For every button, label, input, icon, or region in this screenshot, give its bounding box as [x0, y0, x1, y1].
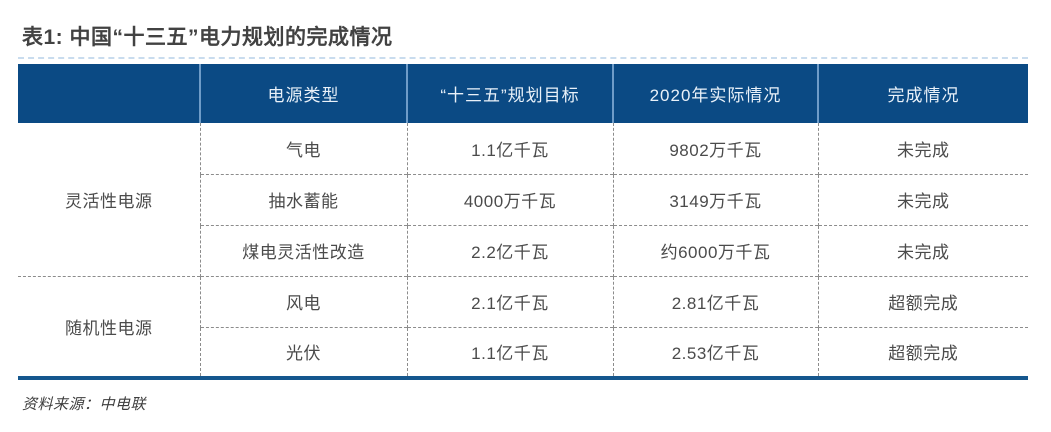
column-header-source-type: 电源类型 [199, 64, 407, 123]
table-title: 表1: 中国“十三五”电力规划的完成情况 [22, 26, 393, 49]
group-label-stochastic: 随机性电源 [18, 275, 200, 378]
cell-target: 1.1亿千瓦 [406, 123, 613, 174]
column-header-completion: 完成情况 [817, 64, 1028, 123]
cell-actual: 约6000万千瓦 [612, 224, 818, 276]
cell-status: 超额完成 [817, 275, 1028, 327]
cell-status: 未完成 [817, 173, 1028, 225]
source-note: 资料来源：中电联 [22, 396, 147, 413]
cell-status: 未完成 [817, 123, 1028, 174]
table-row-solar: 光伏 1.1亿千瓦 2.53亿千瓦 超额完成 [18, 326, 1028, 378]
cell-type: 光伏 [199, 326, 407, 378]
cell-actual: 2.53亿千瓦 [612, 326, 818, 378]
cell-type: 抽水蓄能 [199, 173, 407, 225]
cell-target: 2.1亿千瓦 [406, 275, 613, 327]
cell-type: 煤电灵活性改造 [199, 224, 407, 276]
cell-status: 未完成 [817, 224, 1028, 276]
cell-actual: 3149万千瓦 [612, 173, 818, 225]
column-header-actual-2020: 2020年实际情况 [612, 64, 818, 123]
cell-type: 气电 [199, 123, 407, 174]
power-planning-table: 电源类型 “十三五”规划目标 2020年实际情况 完成情况 灵活性电源 气电 1… [18, 64, 1028, 380]
table-row-wind: 随机性电源 风电 2.1亿千瓦 2.81亿千瓦 超额完成 [18, 275, 1028, 378]
cell-target: 4000万千瓦 [406, 173, 613, 225]
column-header-plan-target: “十三五”规划目标 [406, 64, 613, 123]
page: 表1: 中国“十三五”电力规划的完成情况 电源类型 “十三五”规划目标 2020… [18, 26, 1028, 413]
cell-actual: 2.81亿千瓦 [612, 275, 818, 327]
top-dashed-line [18, 57, 1028, 59]
table-row-pumped-storage: 抽水蓄能 4000万千瓦 3149万千瓦 未完成 [18, 173, 1028, 225]
cell-actual: 9802万千瓦 [612, 123, 818, 174]
table-row-gas: 灵活性电源 气电 1.1亿千瓦 9802万千瓦 未完成 [18, 123, 1028, 211]
header-row: 电源类型 “十三五”规划目标 2020年实际情况 完成情况 [18, 64, 1028, 123]
cell-status: 超额完成 [817, 326, 1028, 378]
cell-type: 风电 [199, 275, 407, 327]
column-header-empty [18, 64, 200, 123]
cell-target: 1.1亿千瓦 [406, 326, 613, 378]
group-label-flexible: 灵活性电源 [65, 191, 153, 211]
cell-target: 2.2亿千瓦 [406, 224, 613, 276]
table-row-coal-retrofit: 煤电灵活性改造 2.2亿千瓦 约6000万千瓦 未完成 [18, 224, 1028, 276]
